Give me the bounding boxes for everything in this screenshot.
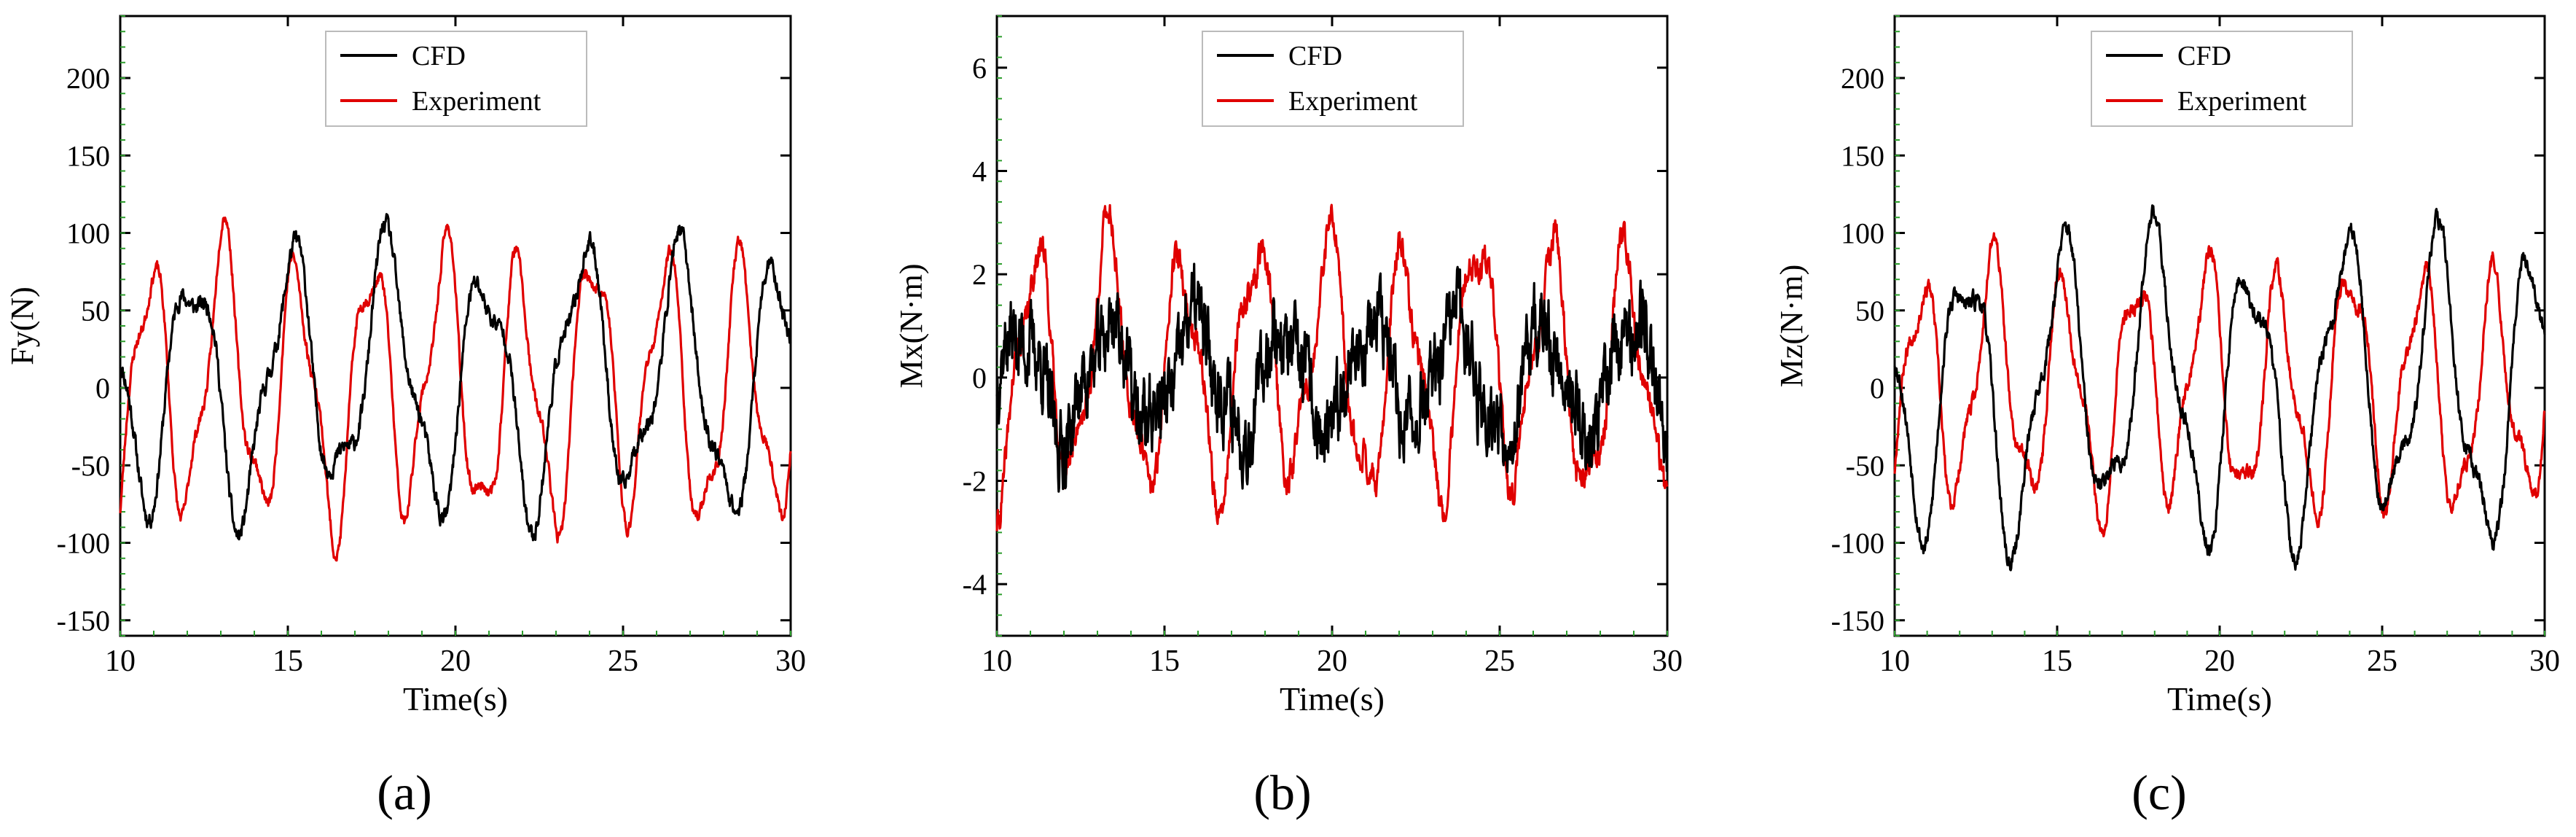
legend-cfd-label-a: CFD — [412, 41, 466, 71]
legend-c: CFD Experiment — [2091, 31, 2353, 127]
y-tick-label-c: 100 — [1841, 217, 1884, 250]
x-tick-label-c: 15 — [2042, 645, 2072, 678]
series-group-b — [995, 203, 1669, 532]
series-experiment-c — [1893, 232, 2546, 537]
series-cfd-c — [1893, 204, 2546, 572]
y-tick-label-c: 50 — [1855, 295, 1884, 327]
y-tick-label-b: 2 — [972, 258, 987, 291]
legend-exp-label-b: Experiment — [1288, 86, 1418, 117]
y-tick-labels-b: -4 -2 0 2 4 6 — [963, 52, 987, 601]
legend-exp-label-c: Experiment — [2177, 86, 2307, 117]
legend-exp-label-a: Experiment — [412, 86, 541, 117]
y-tick-label-c: -50 — [1846, 449, 1884, 482]
y-tick-label-b: 4 — [972, 155, 987, 188]
panel-label-a: (a) — [377, 765, 431, 820]
series-group-a — [119, 213, 792, 562]
y-tick-label-a: 100 — [66, 217, 110, 250]
x-tick-label-c: 10 — [1879, 645, 1910, 678]
series-group-c — [1893, 204, 2546, 572]
y-tick-label-c: 150 — [1841, 139, 1884, 172]
y-tick-label-a: 200 — [66, 62, 110, 95]
y-tick-label-b: -2 — [963, 465, 987, 498]
y-tick-label-c: 200 — [1841, 62, 1884, 95]
y-tick-label-a: 0 — [95, 372, 110, 405]
x-tick-label-b: 20 — [1317, 645, 1347, 678]
legend-cfd-label-b: CFD — [1288, 41, 1342, 71]
x-axis-label-b: Time(s) — [1280, 680, 1385, 717]
x-tick-label-b: 10 — [982, 645, 1012, 678]
y-tick-label-a: 50 — [81, 295, 110, 327]
y-tick-label-a: -100 — [57, 527, 110, 560]
x-tick-label-b: 15 — [1149, 645, 1180, 678]
y-tick-label-c: -150 — [1831, 604, 1884, 637]
y-tick-label-a: -50 — [71, 449, 110, 482]
x-tick-label-a: 30 — [775, 645, 806, 678]
series-cfd-a — [119, 213, 792, 542]
x-tick-label-b: 30 — [1652, 645, 1683, 678]
legend-a: CFD Experiment — [325, 31, 587, 127]
panel-b: -4 -2 0 2 4 6 10 15 20 25 30 Mx(N·m) Time(s) CFD … — [893, 15, 1683, 820]
x-tick-label-a: 25 — [608, 645, 638, 678]
panel-label-c: (c) — [2131, 765, 2186, 820]
x-tick-label-a: 15 — [273, 645, 303, 678]
x-tick-labels-a: 10 15 20 25 30 — [105, 645, 806, 678]
x-axis-label-a: Time(s) — [403, 680, 508, 717]
panel-label-b: (b) — [1253, 765, 1311, 820]
legend-box-b — [1202, 31, 1464, 127]
series-experiment-b — [995, 203, 1669, 532]
legend-box-a — [325, 31, 587, 127]
y-tick-labels-c: -150 -100 -50 0 50 100 150 200 — [1831, 62, 1884, 637]
panel-c: -150 -100 -50 0 50 100 150 200 10 15 20 25 30 Mz(N·… — [1774, 15, 2560, 820]
y-tick-label-b: 0 — [972, 362, 987, 394]
legend-box-c — [2091, 31, 2353, 127]
y-axis-label-a: Fy(N) — [4, 287, 40, 365]
y-tick-label-b: -4 — [963, 568, 987, 601]
x-tick-labels-b: 10 15 20 25 30 — [982, 645, 1683, 678]
x-tick-label-a: 20 — [440, 645, 471, 678]
legend-cfd-label-c: CFD — [2177, 41, 2231, 71]
x-tick-label-c: 25 — [2367, 645, 2397, 678]
y-tick-label-a: 150 — [66, 139, 110, 172]
x-tick-label-c: 30 — [2529, 645, 2560, 678]
y-tick-label-b: 6 — [972, 52, 987, 85]
legend-b: CFD Experiment — [1202, 31, 1464, 127]
x-tick-label-b: 25 — [1484, 645, 1515, 678]
y-tick-labels-a: -150 -100 -50 0 50 100 150 200 — [57, 62, 110, 637]
y-tick-label-c: -100 — [1831, 527, 1884, 560]
y-tick-label-c: 0 — [1870, 372, 1884, 405]
series-cfd-b — [995, 262, 1669, 493]
x-tick-labels-c: 10 15 20 25 30 — [1879, 645, 2560, 678]
panel-a: -150 -100 -50 0 50 100 150 200 10 15 20 25 30 Fy(N)… — [4, 15, 806, 820]
y-axis-label-b: Mx(N·m) — [893, 263, 929, 388]
x-axis-label-c: Time(s) — [2167, 680, 2272, 717]
y-axis-label-c: Mz(N·m) — [1774, 265, 1809, 388]
x-tick-label-a: 10 — [105, 645, 136, 678]
series-experiment-a — [119, 217, 792, 562]
y-tick-label-a: -150 — [57, 604, 110, 637]
x-tick-label-c: 20 — [2204, 645, 2235, 678]
